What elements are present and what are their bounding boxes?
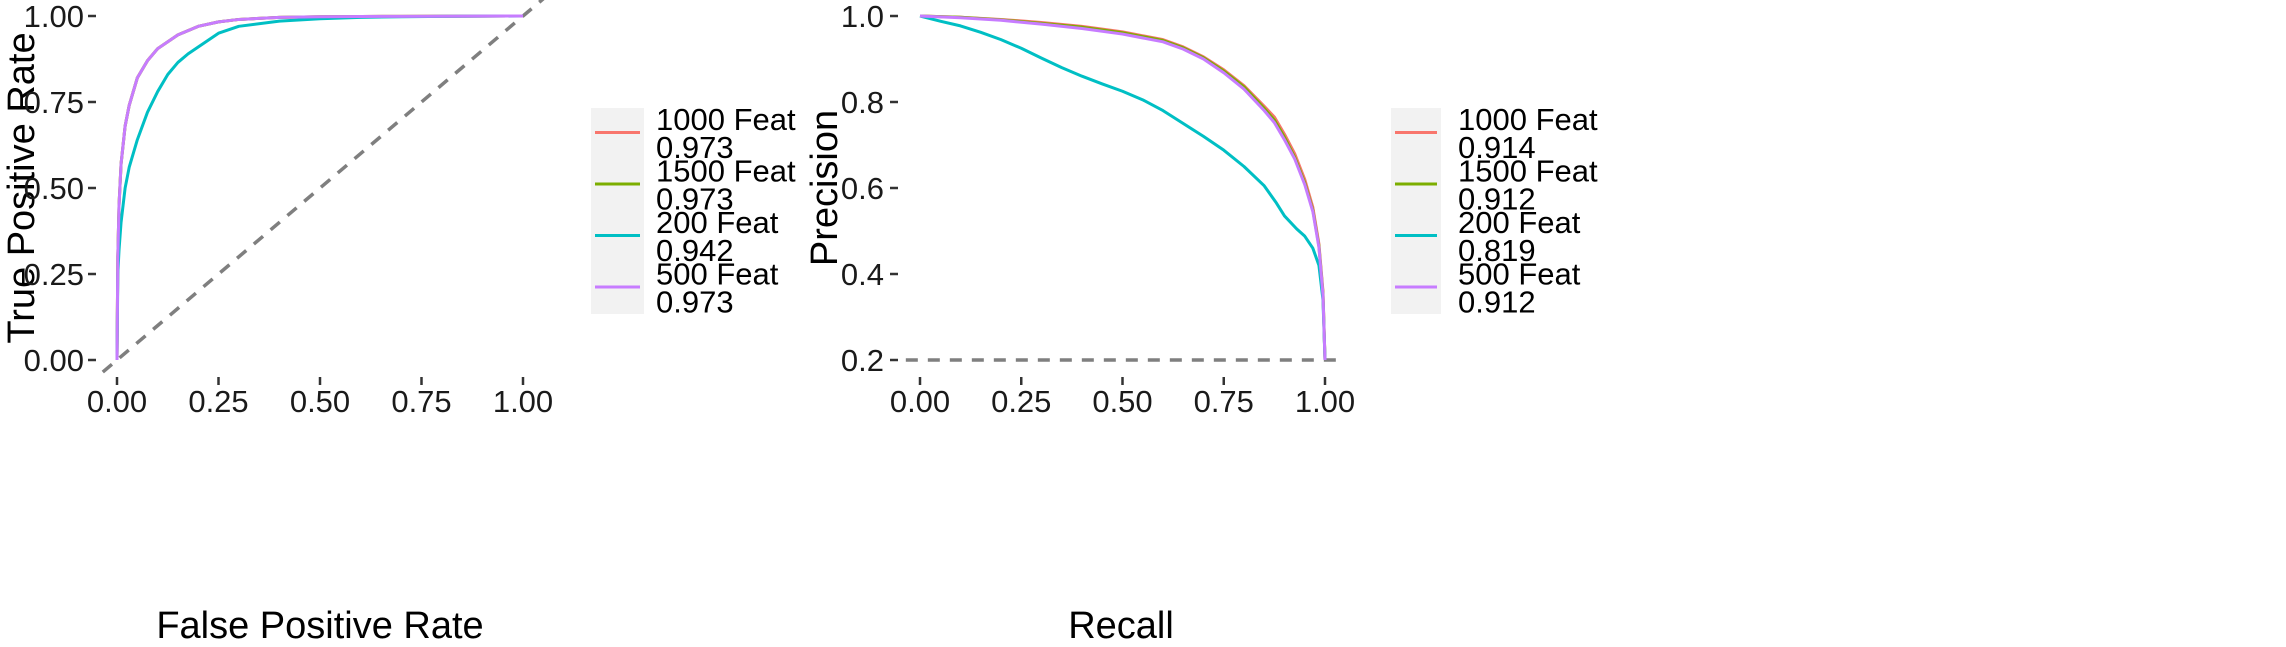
roc-legend-label: 1000 Feat	[656, 102, 796, 137]
roc-legend-label: 200 Feat	[656, 205, 779, 240]
pr-legend-auc: 0.914	[1458, 130, 1536, 165]
pr-x-tick-label: 1.00	[1295, 384, 1355, 419]
roc-y-tick-label: 0.50	[24, 171, 84, 206]
roc-legend-auc: 0.942	[656, 233, 734, 268]
roc-reference-line	[101, 0, 545, 374]
roc-xlabel: False Positive Rate	[156, 605, 483, 647]
roc-y-tick-label: 0.25	[24, 257, 84, 292]
roc-series-group	[115, 14, 524, 361]
roc-legend-label: 1500 Feat	[656, 154, 796, 189]
roc-x-tick-label: 0.50	[290, 384, 350, 419]
pr-y-tick-label: 0.6	[841, 171, 884, 206]
roc-dashed-reference-line	[101, 0, 545, 374]
roc-legend-auc: 0.973	[656, 182, 734, 217]
roc-x-tick-label: 0.00	[87, 384, 147, 419]
roc-x-tick-label: 1.00	[493, 384, 553, 419]
pr-xlabel: Recall	[1068, 605, 1174, 647]
pr-y-tick-label: 1.0	[841, 0, 884, 34]
pr-series-line-200-feat	[919, 14, 1327, 361]
roc-y-tick-label: 0.75	[24, 85, 84, 120]
roc-ylabel: True Positive Rate	[1, 32, 43, 343]
pr-legend-key-background	[1391, 108, 1441, 314]
pr-y-tick-label: 0.2	[841, 343, 884, 378]
pr-series-group	[919, 14, 1327, 361]
pr-legend-auc: 0.912	[1458, 285, 1536, 320]
pr-x-tick-label: 0.50	[1092, 384, 1152, 419]
pr-legend-label: 1500 Feat	[1458, 154, 1598, 189]
pr-legend-label: 200 Feat	[1458, 205, 1581, 240]
roc-y-tick-label: 1.00	[24, 0, 84, 34]
pr-axes: 0.2 0.4 0.6 0.8 1.0 0.00 0.25 0.50 0.75 1.00	[841, 0, 1355, 419]
roc-legend-key-background	[591, 108, 644, 314]
roc-axes: 0.00 0.25 0.50 0.75 1.00 0.00 0.25 0.50 0.75 1.00	[24, 0, 554, 419]
pr-legend-label: 500 Feat	[1458, 257, 1581, 292]
roc-series-line-500-feat	[115, 14, 524, 361]
pr-legend-auc: 0.912	[1458, 182, 1536, 217]
pr-ylabel: Precision	[804, 110, 846, 266]
roc-legend-auc: 0.973	[656, 130, 734, 165]
roc-x-tick-label: 0.75	[391, 384, 451, 419]
roc-x-tick-label: 0.25	[188, 384, 248, 419]
pr-legend-label: 1000 Feat	[1458, 102, 1598, 137]
roc-legend-label: 500 Feat	[656, 257, 779, 292]
pr-panel: Precision Recall 0.2 0.4 0.6 0.8 1.0 0.00 0.25…	[804, 0, 1598, 647]
pr-legend-auc: 0.819	[1458, 233, 1536, 268]
pr-x-tick-label: 0.00	[890, 384, 950, 419]
pr-x-tick-label: 0.25	[991, 384, 1051, 419]
roc-legend-auc: 0.973	[656, 285, 734, 320]
pr-series-line-500-feat	[919, 14, 1327, 361]
roc-y-tick-label: 0.00	[24, 343, 84, 378]
pr-y-tick-label: 0.8	[841, 85, 884, 120]
roc-panel: True Positive Rate False Positive Rate 0…	[1, 0, 796, 647]
pr-x-tick-label: 0.75	[1194, 384, 1254, 419]
pr-y-tick-label: 0.4	[841, 257, 884, 292]
